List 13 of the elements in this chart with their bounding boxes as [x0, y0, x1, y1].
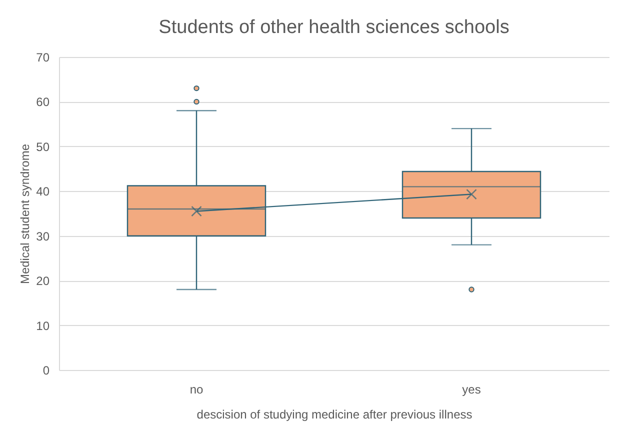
chart-title: Students of other health sciences schools — [158, 17, 510, 38]
x-axis-title: descision of studying medicine after previous illness — [196, 408, 472, 422]
x-tick-label: yes — [462, 382, 481, 396]
y-tick-label: 10 — [36, 318, 50, 333]
y-tick-label: 50 — [36, 140, 50, 154]
y-tick-label: 30 — [36, 229, 50, 244]
y-tick-label: 60 — [36, 95, 50, 110]
y-tick-label: 70 — [36, 50, 50, 64]
x-tick-label: no — [190, 382, 204, 396]
y-tick-label: 0 — [42, 364, 50, 378]
y-tick-label: 40 — [36, 184, 50, 199]
y-tick-label: 20 — [36, 274, 50, 288]
y-axis-title: Medical student syndrome — [18, 144, 32, 284]
